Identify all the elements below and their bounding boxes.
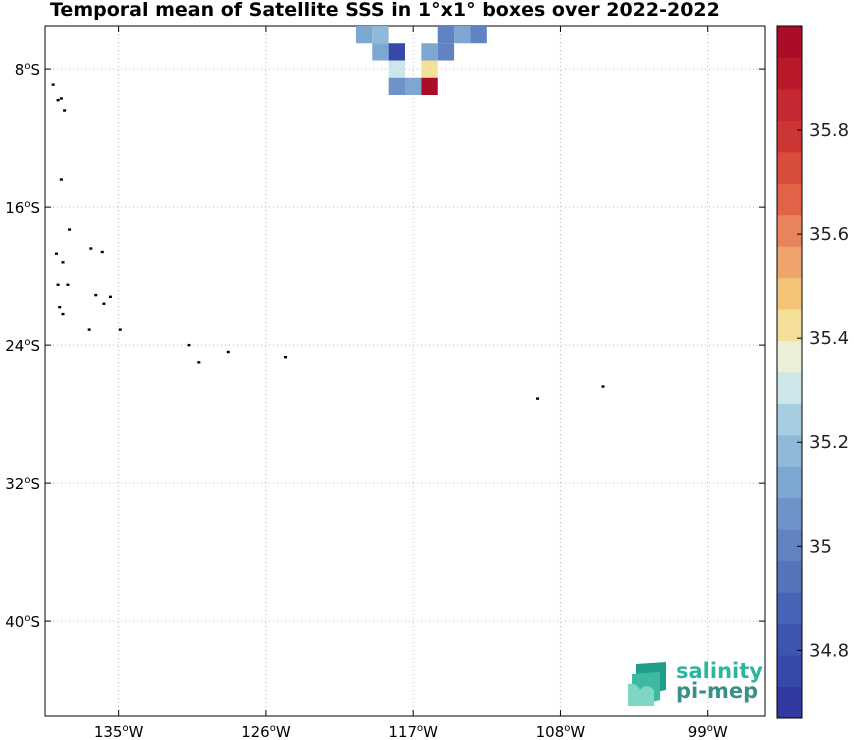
island-marker bbox=[56, 283, 60, 286]
map-title: Temporal mean of Satellite SSS in 1°x1° … bbox=[50, 0, 720, 21]
colorbar-swatch bbox=[777, 214, 802, 247]
colorbar-tick-label: 35.6 bbox=[809, 224, 849, 245]
sss-cell bbox=[405, 77, 422, 95]
sss-cell bbox=[355, 26, 373, 44]
island-marker bbox=[108, 295, 112, 299]
y-axis-ticks: 8oS 16oS 24oS 32oS 40oS bbox=[5, 61, 765, 631]
island-marker bbox=[89, 247, 93, 250]
sss-cell bbox=[372, 43, 389, 61]
colorbar-swatch bbox=[777, 26, 802, 58]
sss-cell bbox=[388, 43, 405, 61]
x-tick-label: 135oW bbox=[94, 723, 144, 740]
graticule bbox=[45, 26, 765, 716]
island-marker bbox=[58, 305, 62, 309]
colorbar-tick-label: 35.4 bbox=[809, 328, 849, 349]
y-tick-label: 24oS bbox=[5, 337, 40, 355]
island-marker bbox=[187, 343, 191, 347]
island-marker bbox=[284, 356, 288, 359]
wave-logo-icon bbox=[628, 662, 666, 706]
island-marker bbox=[56, 98, 60, 102]
colorbar-swatch bbox=[777, 686, 802, 719]
x-tick-label: 108oW bbox=[536, 723, 586, 740]
sss-cell bbox=[388, 60, 405, 78]
island-marker bbox=[118, 328, 122, 331]
colorbar-frame bbox=[776, 25, 803, 719]
x-tick-label: 126oW bbox=[241, 723, 291, 740]
island-marker bbox=[59, 97, 63, 100]
sss-cell bbox=[421, 77, 438, 95]
island-marker bbox=[59, 178, 63, 181]
colorbar-swatch bbox=[777, 466, 802, 499]
island-marker bbox=[54, 252, 58, 255]
island-marker bbox=[102, 302, 106, 305]
colorbar-swatch bbox=[777, 183, 802, 216]
sss-cell bbox=[470, 26, 487, 44]
colorbar-swatch bbox=[777, 151, 802, 184]
logo-text-pi-mep: pi-mep bbox=[676, 679, 759, 703]
sss-cell bbox=[437, 43, 455, 61]
colorbar-swatch bbox=[777, 57, 802, 90]
colorbar-swatch bbox=[777, 497, 802, 530]
sss-cell bbox=[421, 60, 438, 78]
sss-cell bbox=[372, 26, 389, 44]
colorbar-swatch bbox=[777, 340, 802, 373]
island-marker bbox=[536, 397, 540, 400]
sss-cells bbox=[355, 26, 487, 95]
colorbar-tick-label: 35.2 bbox=[809, 432, 849, 453]
sss-cell bbox=[437, 26, 455, 44]
colorbar: 34.8 35 35.2 35.4 35.6 35.8 bbox=[776, 25, 849, 719]
x-axis-ticks: 135oW 126oW 117oW 108oW 99oW bbox=[94, 26, 728, 740]
colorbar-tick-label: 35 bbox=[809, 536, 832, 557]
island-marker bbox=[61, 312, 65, 316]
logo-text-salinity: salinity bbox=[676, 659, 763, 683]
colorbar-swatch bbox=[777, 309, 802, 342]
island-marker bbox=[51, 83, 55, 86]
colorbar-swatch bbox=[777, 434, 802, 467]
colorbar-swatch bbox=[777, 655, 802, 688]
colorbar-swatch bbox=[777, 403, 802, 436]
island-marker bbox=[94, 293, 98, 297]
island-marker bbox=[63, 109, 67, 112]
island-marker bbox=[66, 283, 70, 286]
colorbar-swatch bbox=[777, 372, 802, 404]
y-tick-label: 32oS bbox=[5, 475, 40, 493]
y-tick-label: 16oS bbox=[5, 199, 40, 217]
islands-layer bbox=[51, 83, 605, 400]
island-marker bbox=[197, 361, 201, 364]
y-tick-label: 40oS bbox=[5, 613, 40, 631]
island-marker bbox=[601, 385, 605, 388]
island-marker bbox=[61, 261, 65, 264]
colorbar-tick-label: 34.8 bbox=[809, 640, 849, 661]
y-tick-label: 8oS bbox=[15, 61, 40, 79]
colorbar-swatch bbox=[777, 120, 802, 153]
salinity-pi-mep-logo: salinity pi-mep bbox=[626, 660, 763, 708]
colorbar-swatch bbox=[777, 277, 802, 310]
colorbar-tick-label: 35.8 bbox=[809, 120, 849, 141]
colorbar-swatch bbox=[777, 592, 802, 625]
x-tick-label: 117oW bbox=[388, 723, 438, 740]
sss-cell bbox=[388, 77, 405, 95]
map-frame bbox=[44, 25, 766, 717]
colorbar-swatch bbox=[777, 560, 802, 593]
colorbar-swatch bbox=[777, 88, 802, 121]
x-tick-label: 99oW bbox=[688, 723, 728, 740]
colorbar-swatch bbox=[777, 246, 802, 279]
sss-cell bbox=[454, 26, 471, 44]
colorbar-swatch bbox=[777, 529, 802, 562]
island-marker bbox=[100, 250, 104, 254]
sss-cell bbox=[421, 43, 438, 61]
island-marker bbox=[68, 228, 72, 231]
island-marker bbox=[87, 328, 91, 331]
island-marker bbox=[226, 350, 230, 354]
